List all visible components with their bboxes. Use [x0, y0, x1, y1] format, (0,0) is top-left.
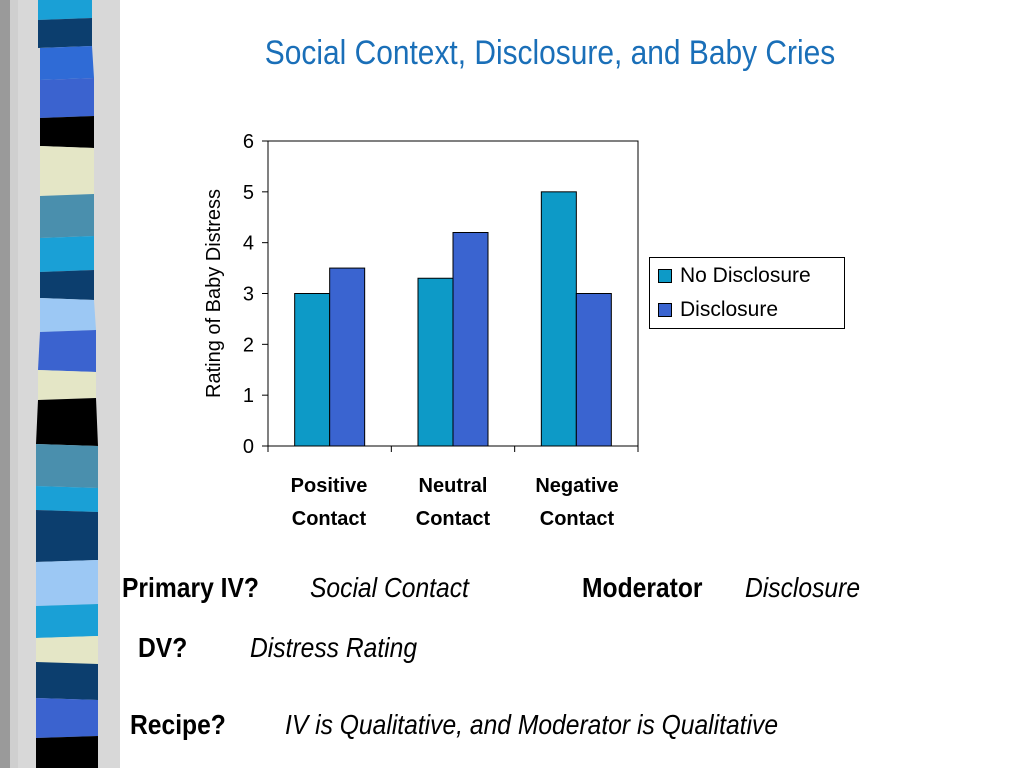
moderator-row: Moderator [582, 572, 702, 604]
primary-iv-answer-row: Social Contact [310, 572, 469, 604]
slide-title: Social Context, Disclosure, and Baby Cri… [264, 34, 836, 72]
moderator-label: Moderator [582, 572, 703, 603]
primary-iv-answer: Social Contact [310, 572, 469, 603]
recipe-answer: IV is Qualitative, and Moderator is Qual… [285, 709, 779, 740]
legend-swatch-disclosure [658, 303, 672, 317]
dv-row: DV? [138, 632, 187, 664]
bar-disclosure [329, 267, 366, 447]
category-label-negative-line1: Negative [535, 475, 619, 497]
category-label-neutral-line1: Neutral [418, 475, 488, 497]
recipe-answer-row: IV is Qualitative, and Moderator is Qual… [285, 709, 778, 741]
category-label-negative-line2: Contact [539, 508, 615, 530]
bar-no-disclosure [294, 293, 331, 447]
primary-iv-row: Primary IV? [122, 572, 259, 604]
category-label-neutral-line2: Contact [415, 508, 491, 530]
dv-answer-row: Distress Rating [250, 632, 417, 664]
dv-label: DV? [138, 632, 188, 663]
legend-label-disclosure: Disclosure [680, 298, 779, 321]
y-tick-label: 1 [243, 385, 254, 407]
y-tick-label: 5 [243, 182, 254, 204]
category-label-negative: Negative Contact [517, 470, 637, 536]
chart-legend: No Disclosure Disclosure [649, 257, 845, 329]
recipe-row: Recipe? [130, 709, 226, 741]
legend-item-disclosure: Disclosure [658, 298, 778, 322]
category-label-positive-line2: Contact [291, 508, 367, 530]
y-tick-label: 0 [243, 436, 254, 458]
category-label-positive-line1: Positive [290, 475, 368, 497]
primary-iv-label: Primary IV? [122, 572, 259, 603]
bar-chart: 0 1 2 3 4 5 6 Rating of Baby Distress [203, 131, 639, 458]
bar-no-disclosure [417, 277, 454, 447]
y-tick-label: 3 [243, 284, 254, 306]
moderator-answer-row: Disclosure [745, 572, 860, 604]
moderator-answer: Disclosure [745, 572, 861, 603]
bar-disclosure [575, 293, 612, 447]
category-label-positive: Positive Contact [269, 470, 389, 536]
y-axis-label: Rating of Baby Distress [203, 189, 225, 398]
recipe-label: Recipe? [130, 709, 226, 740]
bar-disclosure [452, 232, 489, 447]
bar-no-disclosure [540, 191, 577, 447]
category-label-neutral: Neutral Contact [393, 470, 513, 536]
y-tick-label: 6 [243, 131, 254, 153]
legend-swatch-no-disclosure [658, 269, 672, 283]
legend-label-no-disclosure: No Disclosure [680, 264, 811, 287]
legend-item-no-disclosure: No Disclosure [658, 264, 811, 288]
decorative-side-strip [0, 0, 120, 768]
y-tick-label: 4 [243, 233, 254, 255]
dv-answer: Distress Rating [250, 632, 418, 663]
y-tick-label: 2 [243, 334, 254, 356]
